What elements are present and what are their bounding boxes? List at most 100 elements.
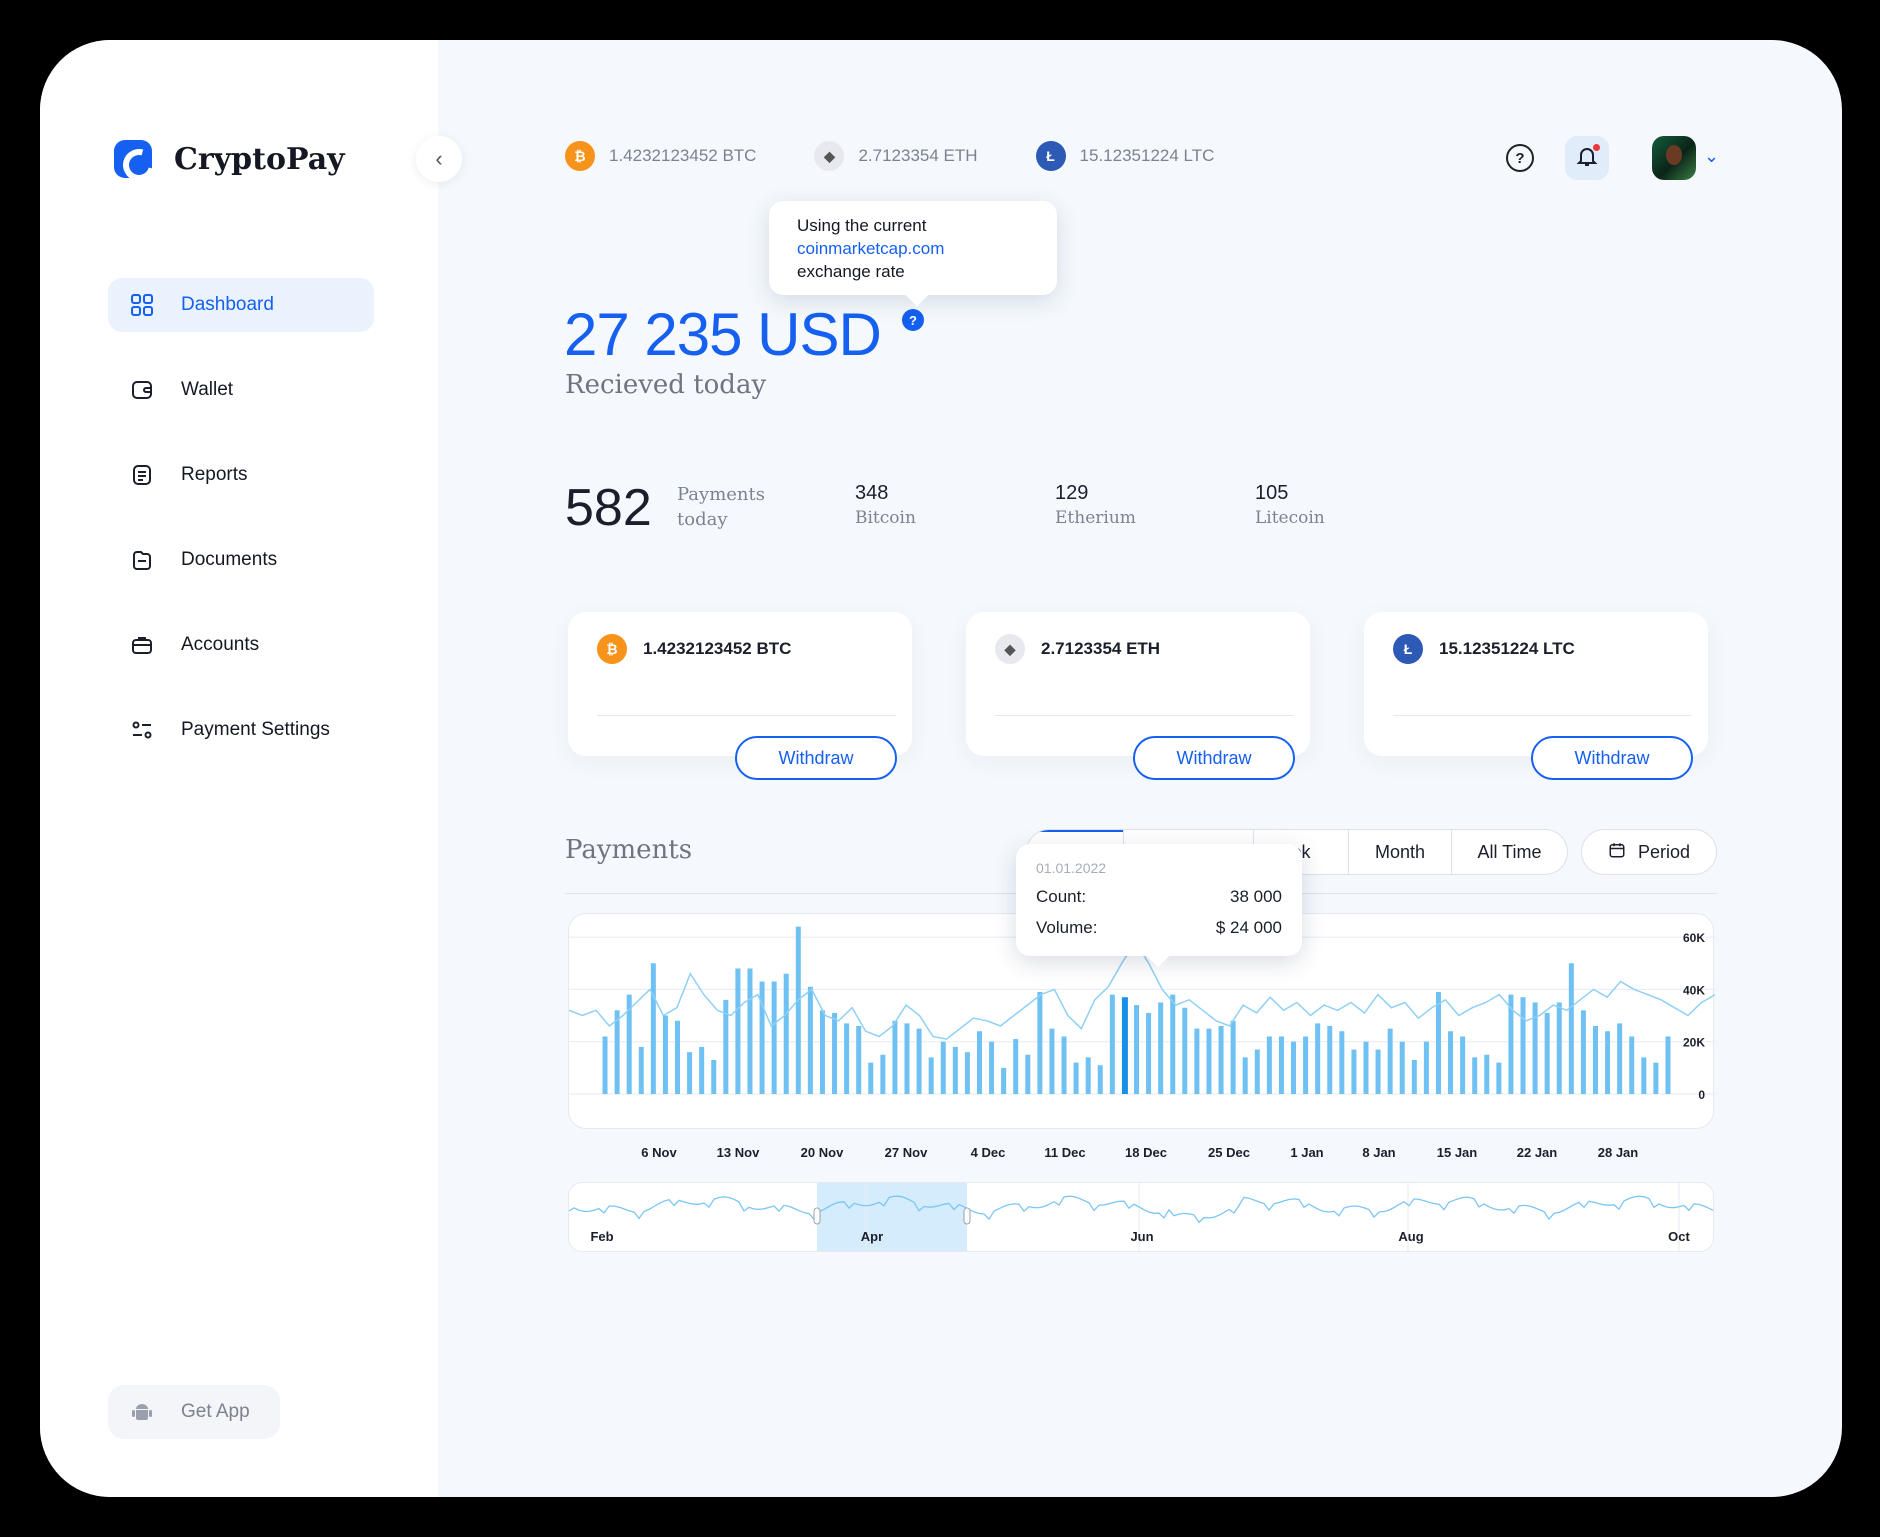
chart-bar[interactable] bbox=[1037, 992, 1043, 1094]
withdraw-button[interactable]: Withdraw bbox=[1133, 736, 1295, 780]
chart-bar[interactable] bbox=[1568, 963, 1574, 1094]
range-navigator[interactable]: Feb Apr Jun Aug Oct bbox=[568, 1182, 1714, 1252]
chart-bar[interactable] bbox=[1266, 1036, 1272, 1094]
chart-bar[interactable] bbox=[1013, 1039, 1019, 1094]
chart-bar[interactable] bbox=[626, 994, 632, 1094]
navigator-selection[interactable] bbox=[817, 1183, 967, 1252]
chart-bar[interactable] bbox=[723, 999, 729, 1094]
chart-bar[interactable] bbox=[699, 1046, 705, 1094]
chart-bar[interactable] bbox=[1291, 1041, 1297, 1094]
chart-bar[interactable] bbox=[1665, 1036, 1671, 1094]
chart-bar[interactable] bbox=[1496, 1062, 1502, 1094]
chart-bar[interactable] bbox=[928, 1057, 934, 1094]
logo[interactable]: CryptoPay bbox=[114, 140, 345, 178]
chart-bar[interactable] bbox=[614, 1010, 620, 1094]
chart-bar[interactable] bbox=[1025, 1054, 1031, 1094]
chart-bar[interactable] bbox=[602, 1036, 608, 1094]
chevron-down-icon[interactable]: ⌄ bbox=[1704, 146, 1720, 166]
chart-bar[interactable] bbox=[1399, 1041, 1405, 1094]
sidebar-item-documents[interactable]: Documents bbox=[108, 533, 374, 587]
chart-bar[interactable] bbox=[964, 1052, 970, 1094]
question-icon[interactable]: ? bbox=[902, 309, 924, 331]
chart-bar[interactable] bbox=[1387, 1028, 1393, 1094]
chart-bar[interactable] bbox=[976, 1031, 982, 1094]
chart-bar[interactable] bbox=[747, 968, 753, 1094]
chart-bar[interactable] bbox=[1134, 1005, 1139, 1094]
period-button[interactable]: Period bbox=[1581, 829, 1717, 875]
chart-bar[interactable] bbox=[856, 1026, 862, 1094]
help-button[interactable]: ? bbox=[1506, 144, 1534, 172]
sidebar-item-dashboard[interactable]: Dashboard bbox=[108, 278, 374, 332]
chart-bar[interactable] bbox=[1001, 1067, 1007, 1094]
chart-bar[interactable] bbox=[940, 1041, 946, 1094]
chart-bar[interactable] bbox=[1556, 1002, 1562, 1094]
chart-bar[interactable] bbox=[638, 1046, 644, 1094]
chart-bar[interactable] bbox=[1315, 1023, 1321, 1094]
chart-bar[interactable] bbox=[1617, 1023, 1623, 1094]
chart-bar[interactable] bbox=[735, 968, 741, 1094]
chart-bar[interactable] bbox=[1327, 1026, 1333, 1094]
withdraw-button[interactable]: Withdraw bbox=[1531, 736, 1693, 780]
chart-bar[interactable] bbox=[783, 973, 789, 1094]
chart-bar[interactable] bbox=[1411, 1060, 1417, 1094]
chart-bar[interactable] bbox=[1544, 1012, 1550, 1094]
chart-bar[interactable] bbox=[1121, 997, 1128, 1094]
range-option-day[interactable] bbox=[1027, 830, 1123, 874]
chart-bar[interactable] bbox=[1182, 1007, 1188, 1094]
chart-bar[interactable] bbox=[662, 1015, 668, 1094]
chart-bar[interactable] bbox=[1508, 994, 1514, 1094]
navigator-handle[interactable] bbox=[963, 1207, 971, 1225]
chart-bar[interactable] bbox=[1351, 1049, 1357, 1094]
get-app-button[interactable]: Get App bbox=[108, 1385, 280, 1439]
chart-bar[interactable] bbox=[1073, 1062, 1079, 1094]
chart-bar[interactable] bbox=[952, 1046, 958, 1094]
chart-bar[interactable] bbox=[759, 981, 765, 1094]
avatar[interactable] bbox=[1652, 136, 1696, 180]
chart-bar[interactable] bbox=[1448, 1031, 1454, 1094]
chart-bar[interactable] bbox=[1194, 1028, 1200, 1094]
chart-bar[interactable] bbox=[1653, 1062, 1659, 1094]
chart-bar[interactable] bbox=[795, 926, 801, 1094]
coinmarketcap-link[interactable]: coinmarketcap.com bbox=[797, 239, 945, 258]
chart-bar[interactable] bbox=[1085, 1057, 1091, 1094]
chart-bar[interactable] bbox=[1629, 1036, 1635, 1094]
chart-bar[interactable] bbox=[1303, 1036, 1309, 1094]
chart-bar[interactable] bbox=[1242, 1057, 1248, 1094]
chart-bar[interactable] bbox=[687, 1052, 693, 1094]
chart-bar[interactable] bbox=[1435, 992, 1441, 1094]
chart-bar[interactable] bbox=[880, 1054, 886, 1094]
sidebar-item-reports[interactable]: Reports bbox=[108, 448, 374, 502]
chart-bar[interactable] bbox=[1278, 1036, 1284, 1094]
sidebar-item-accounts[interactable]: Accounts bbox=[108, 618, 374, 672]
chart-bar[interactable] bbox=[1206, 1028, 1212, 1094]
chart-bar[interactable] bbox=[650, 963, 656, 1094]
chart-bar[interactable] bbox=[1339, 1031, 1345, 1094]
chart-bar[interactable] bbox=[892, 1020, 898, 1094]
chart-bar[interactable] bbox=[807, 986, 813, 1094]
sidebar-item-payment-settings[interactable]: Payment Settings bbox=[108, 703, 374, 757]
navigator-handle[interactable] bbox=[813, 1207, 821, 1225]
range-option-all-time[interactable]: All Time bbox=[1451, 830, 1567, 874]
chart-bar[interactable] bbox=[1423, 1041, 1429, 1094]
chart-bar[interactable] bbox=[1460, 1036, 1466, 1094]
chart-bar[interactable] bbox=[1158, 1002, 1164, 1094]
chart-bar[interactable] bbox=[1484, 1054, 1490, 1094]
chart-bar[interactable] bbox=[1532, 1002, 1538, 1094]
chart-bar[interactable] bbox=[916, 1028, 922, 1094]
chart-bar[interactable] bbox=[904, 1023, 910, 1094]
navigator-chart[interactable]: Feb Apr Jun Aug Oct bbox=[569, 1183, 1714, 1252]
chart-bar[interactable] bbox=[1605, 1031, 1611, 1094]
chart-bar[interactable] bbox=[1580, 1010, 1586, 1094]
chart-bar[interactable] bbox=[989, 1041, 995, 1094]
chart-bar[interactable] bbox=[1170, 994, 1176, 1094]
chart-bar[interactable] bbox=[1472, 1057, 1478, 1094]
chart-bar[interactable] bbox=[1146, 1012, 1152, 1094]
sidebar-item-wallet[interactable]: Wallet bbox=[108, 363, 374, 417]
chart-bar[interactable] bbox=[1230, 1020, 1236, 1094]
chart-bar[interactable] bbox=[819, 1010, 825, 1094]
chart-bar[interactable] bbox=[1641, 1057, 1647, 1094]
chart-bar[interactable] bbox=[1520, 997, 1526, 1094]
withdraw-button[interactable]: Withdraw bbox=[735, 736, 897, 780]
payments-chart[interactable]: 60K 40K 20K 0 bbox=[568, 914, 1716, 1130]
chart-bar[interactable] bbox=[1061, 1036, 1067, 1094]
